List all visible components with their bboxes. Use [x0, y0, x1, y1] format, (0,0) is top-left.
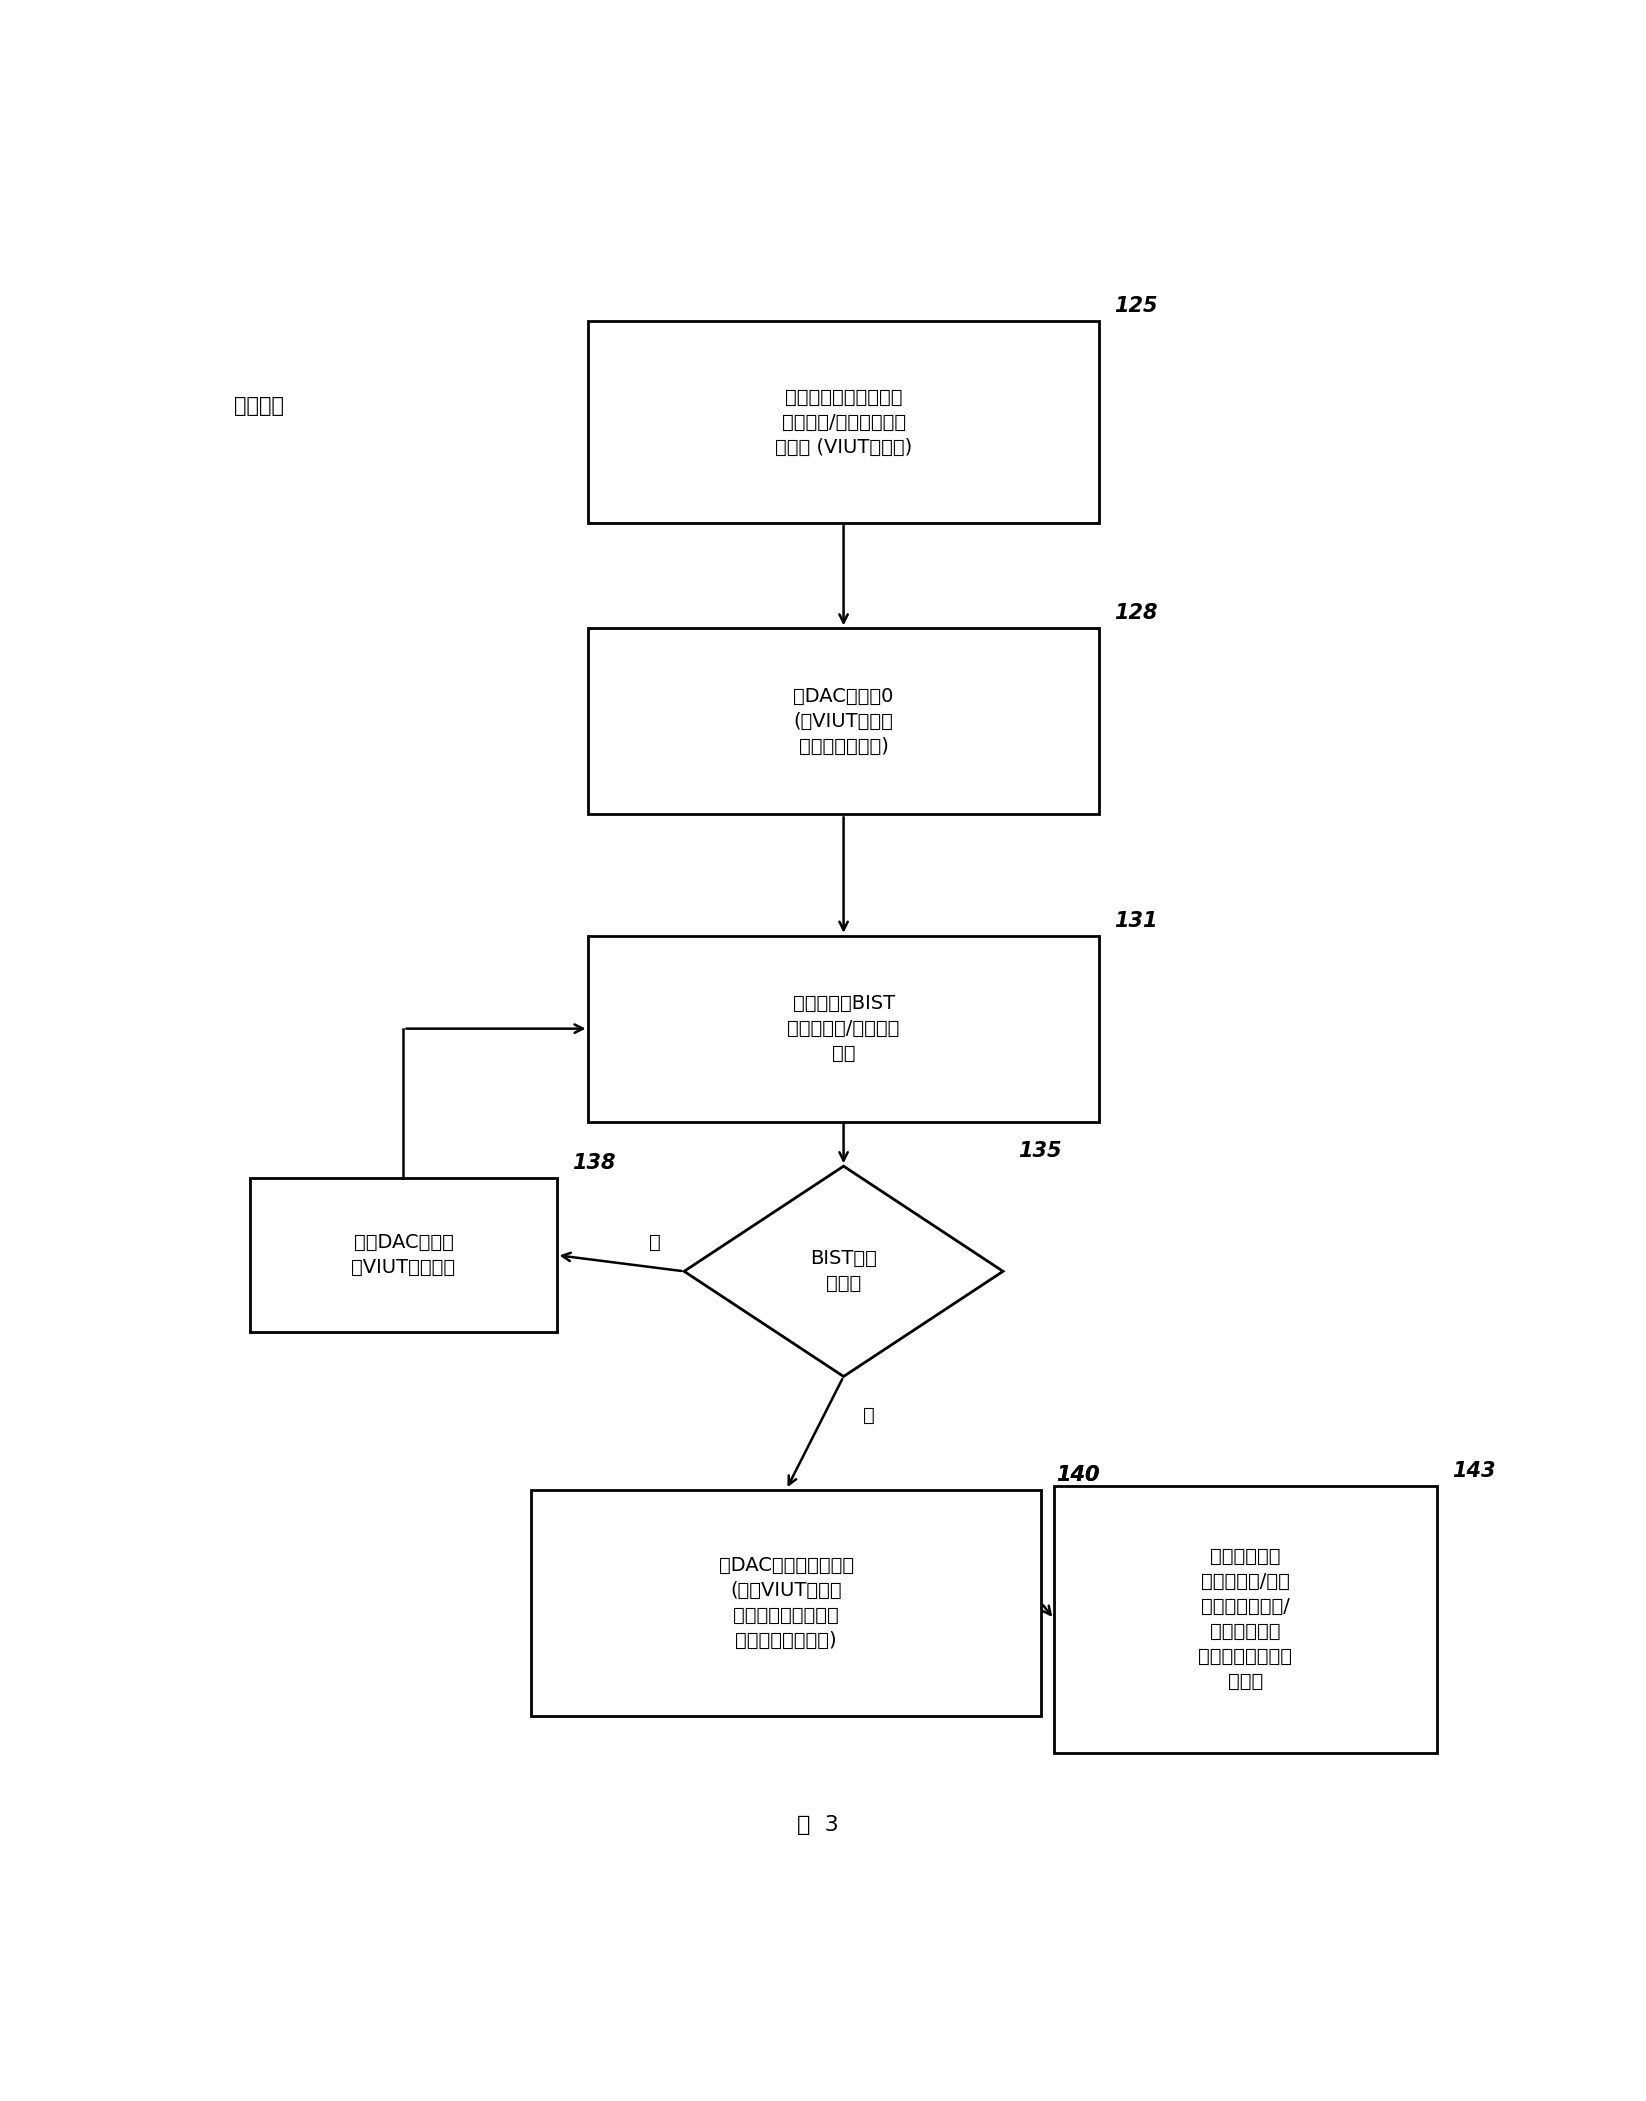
- Text: BIST测试
通过？: BIST测试 通过？: [810, 1250, 877, 1294]
- Text: 动态待机: 动态待机: [234, 395, 283, 416]
- FancyBboxPatch shape: [588, 628, 1098, 815]
- FancyBboxPatch shape: [588, 935, 1098, 1122]
- FancyBboxPatch shape: [1053, 1485, 1437, 1752]
- Text: 135: 135: [1019, 1141, 1062, 1162]
- Text: 很慢速度的BIST
测试逻辑和/或存储器
阵列: 很慢速度的BIST 测试逻辑和/或存储器 阵列: [787, 994, 900, 1063]
- Text: 125: 125: [1114, 296, 1157, 315]
- Text: 否: 否: [863, 1406, 874, 1424]
- Text: 重新加载先前
存储的数据/状态
信息并进入待机/
甚低功率模式
（不操作或很慢的
操作）: 重新加载先前 存储的数据/状态 信息并进入待机/ 甚低功率模式 （不操作或很慢的…: [1198, 1546, 1292, 1691]
- Text: 140: 140: [1057, 1464, 1100, 1485]
- FancyBboxPatch shape: [588, 321, 1098, 523]
- FancyBboxPatch shape: [250, 1179, 556, 1332]
- Text: 138: 138: [571, 1153, 616, 1174]
- Text: 143: 143: [1452, 1460, 1496, 1481]
- Text: 131: 131: [1114, 910, 1157, 931]
- Text: 递增DAC（降低
到VIUT的电压）: 递增DAC（降低 到VIUT的电压）: [351, 1233, 456, 1277]
- Text: 是: 是: [650, 1233, 662, 1252]
- Text: 将DAC减去保护频带量
(将到VIUT的电压
设置成最低工作电压
加上预定安全裕量): 将DAC减去保护频带量 (将到VIUT的电压 设置成最低工作电压 加上预定安全裕…: [719, 1557, 854, 1649]
- Text: 将DAC重设到0
(将VIUT的电压
设置成最高设置): 将DAC重设到0 (将VIUT的电压 设置成最高设置): [793, 687, 894, 756]
- FancyBboxPatch shape: [532, 1490, 1042, 1717]
- Text: 140: 140: [1057, 1464, 1100, 1485]
- Text: 128: 128: [1114, 603, 1157, 624]
- Polygon shape: [685, 1166, 1002, 1376]
- Text: 在进入待机之前将任何
重要数据/状态信息存储
在一旁 (VIUT的外部): 在进入待机之前将任何 重要数据/状态信息存储 在一旁 (VIUT的外部): [775, 387, 912, 456]
- Text: 图  3: 图 3: [797, 1815, 839, 1834]
